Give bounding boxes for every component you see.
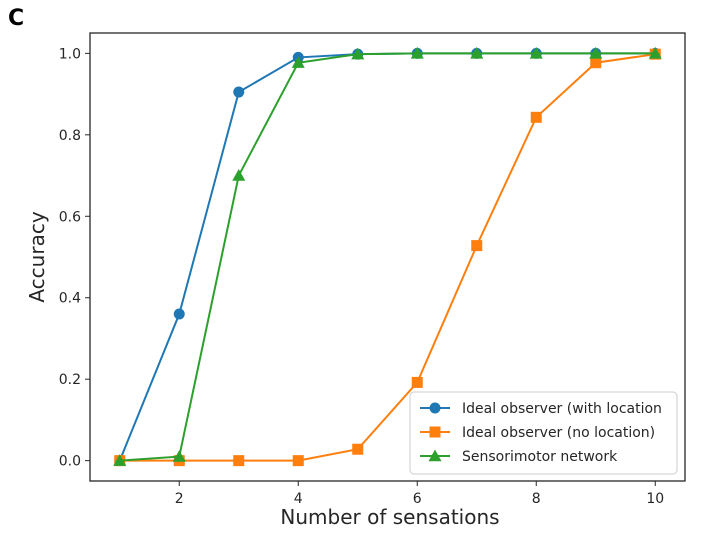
x-tick-label: 6	[413, 491, 422, 507]
data-point-series-3	[232, 169, 246, 181]
y-tick-label: 0.0	[59, 454, 81, 470]
data-point-series-3	[351, 47, 365, 60]
legend-box	[409, 391, 678, 475]
legend-marker-1	[429, 402, 441, 414]
plot-area: 2 4 6 8 10 0.0 0.2 0.4 0.6 0.8 1.0	[59, 46, 664, 507]
data-point-series-3	[410, 46, 424, 59]
data-point-series-2	[352, 443, 364, 455]
y-axis-label: Accuracy	[25, 211, 49, 302]
data-point-series-1	[173, 308, 185, 320]
plot-frame	[89, 32, 686, 482]
data-point-series-2	[233, 455, 245, 467]
data-point-series-2	[292, 455, 304, 467]
legend-marker-3	[428, 449, 442, 462]
data-point-series-3	[648, 46, 662, 59]
y-tick-label: 0.2	[59, 372, 81, 388]
legend-label-1: Ideal observer (with location	[462, 401, 662, 417]
data-point-series-2	[411, 376, 423, 388]
x-tick-label: 2	[175, 491, 184, 507]
data-point-series-2	[590, 57, 602, 69]
x-axis-label: Number of sensations	[280, 505, 499, 529]
data-point-series-3	[113, 454, 127, 466]
data-point-series-1	[233, 86, 245, 98]
y-tick-label: 0.4	[59, 291, 81, 307]
legend-label-3: Sensorimotor network	[462, 449, 618, 465]
series-line-3	[119, 52, 656, 462]
legend-label-2: Ideal observer (no location)	[462, 425, 655, 441]
x-tick-label: 8	[532, 491, 541, 507]
data-point-series-3	[470, 46, 484, 59]
y-tick-label: 0.8	[59, 128, 81, 144]
data-point-series-3	[529, 46, 543, 59]
data-point-series-2	[530, 111, 542, 123]
y-tick-label: 0.6	[59, 209, 81, 225]
data-point-series-2	[471, 240, 483, 252]
legend: Ideal observer (with location Ideal obser…	[409, 391, 678, 475]
x-tick-label: 4	[294, 491, 303, 507]
series-line-2	[119, 53, 656, 462]
x-tick-label: 10	[646, 491, 664, 507]
panel-label: C	[8, 6, 24, 31]
legend-marker-2	[429, 426, 441, 438]
data-point-series-3	[291, 56, 305, 68]
data-point-series-3	[172, 450, 186, 462]
y-tick-label: 1.0	[59, 46, 81, 62]
data-point-series-3	[589, 46, 603, 59]
